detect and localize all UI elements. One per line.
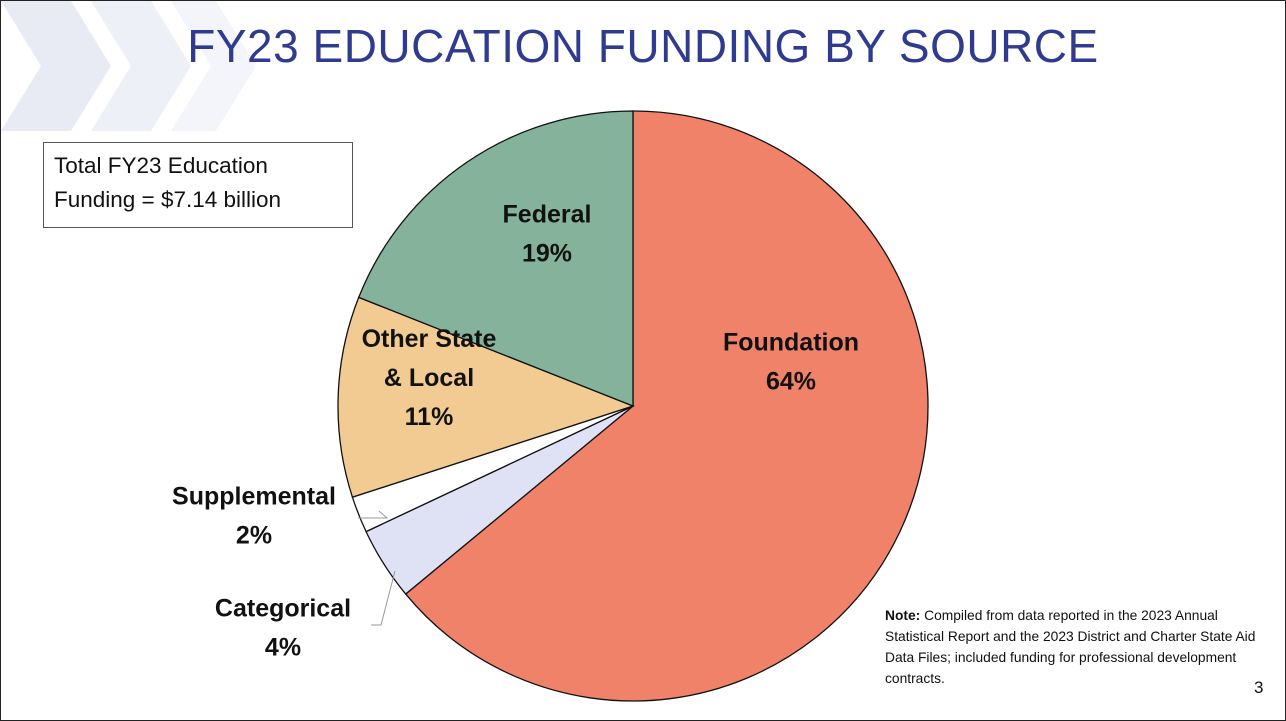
data-label-federal: Federal 19%	[503, 201, 592, 268]
data-label-supplemental: Supplemental 2%	[172, 483, 336, 550]
page-number: 3	[1254, 678, 1264, 697]
note-text: Compiled from data reported in the 2023 …	[885, 608, 1256, 686]
total-funding-line-2: Funding = $7.14 billion	[54, 187, 282, 212]
data-label-other-state-and-local: Other State & Local 11%	[362, 325, 497, 431]
total-funding-line-1: Total FY23 Education	[54, 153, 268, 178]
data-label-foundation: Foundation 64%	[723, 329, 859, 396]
data-label-categorical: Categorical 4%	[215, 595, 351, 662]
note-label: Note:	[885, 608, 921, 623]
leader-line-categorical	[371, 570, 396, 626]
chevron-decoration-icon	[1, 1, 256, 131]
slice-federal	[357, 110, 634, 407]
slice-foundation	[404, 110, 929, 702]
page-title: FY23 EDUCATION FUNDING BY SOURCE	[187, 20, 1099, 72]
total-funding-box: Total FY23 Education Funding = $7.14 bil…	[43, 142, 353, 228]
slice-other-state-and-local	[337, 296, 635, 498]
leader-line-supplemental	[358, 510, 389, 519]
source-note: Note: Compiled from data reported in the…	[885, 605, 1257, 689]
